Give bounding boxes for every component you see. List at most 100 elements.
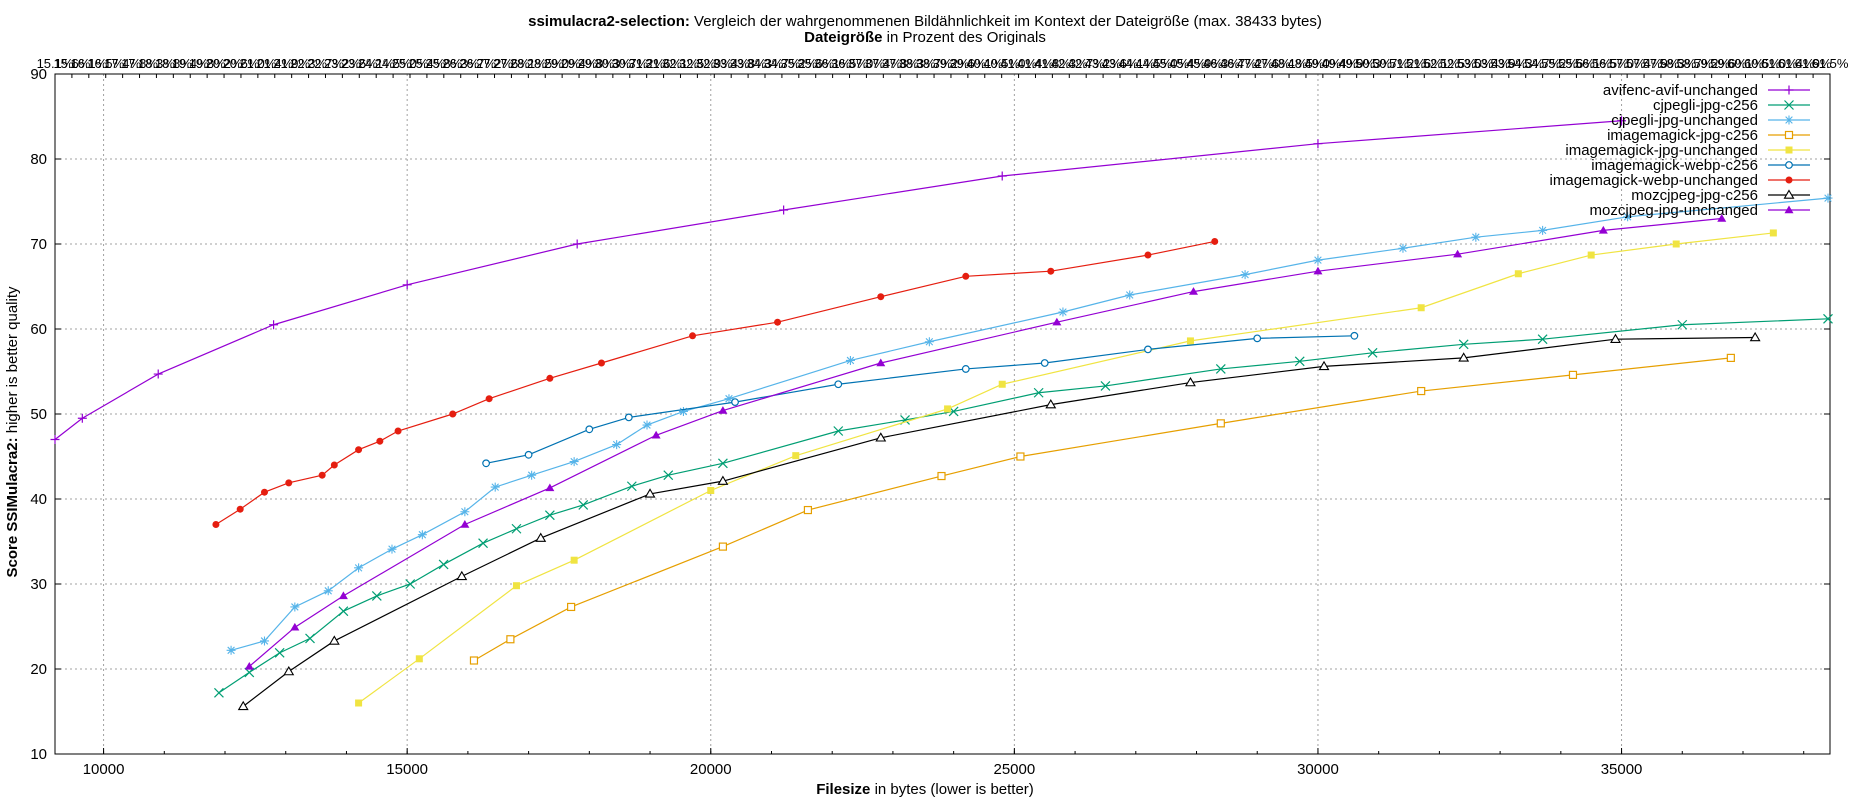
x2-tick-label: 51.6% xyxy=(1406,56,1443,71)
x2-tick-label: 16.1% xyxy=(70,56,107,71)
y-axis-label-rest: higher is better quality xyxy=(4,286,21,437)
data-point xyxy=(1785,161,1793,169)
legend-label: imagemagick-jpg-unchanged xyxy=(1565,142,1758,159)
legend-label: avifenc-avif-unchanged xyxy=(1603,82,1758,99)
data-point xyxy=(1188,287,1198,295)
series-line xyxy=(215,240,1215,526)
x-axis-label: Filesize in bytes (lower is better) xyxy=(816,781,1034,798)
series-avifenc-avif-unchanged xyxy=(50,116,1627,444)
x2-tick-label: 41.4% xyxy=(1017,56,1054,71)
x2-tick-label: 58.3% xyxy=(1659,56,1696,71)
data-point xyxy=(1514,270,1522,278)
x2-tick-label: 34.3% xyxy=(747,56,784,71)
data-point xyxy=(597,359,605,367)
data-point xyxy=(1417,304,1425,312)
x2-tick-label: 24.5% xyxy=(375,56,412,71)
data-point xyxy=(1144,345,1152,354)
x2-tick-label: 49.4% xyxy=(1321,56,1358,71)
series-mozcjpeg-jpg-unchanged xyxy=(244,214,1727,670)
data-point xyxy=(535,532,547,542)
data-point xyxy=(678,406,688,416)
x-tick-label: 15000 xyxy=(386,761,428,778)
legend: avifenc-avif-unchangedcjpegli-jpg-c256cj… xyxy=(1550,82,1810,219)
data-point xyxy=(490,482,500,492)
data-point xyxy=(962,272,970,280)
x2-tick-label: 52.5% xyxy=(1440,56,1477,71)
x2-tick-label: 57.4% xyxy=(1626,56,1663,71)
data-point xyxy=(1623,212,1633,222)
data-point xyxy=(417,530,427,540)
x2-tick-label: 44.5% xyxy=(1135,56,1172,71)
x2-tick-label: 42.3% xyxy=(1051,56,1088,71)
x2-tick-label: 53.0% xyxy=(1457,56,1494,71)
data-point xyxy=(1784,85,1794,95)
data-point xyxy=(1784,205,1794,214)
x-axis-label-rest: in bytes (lower is better) xyxy=(870,781,1033,798)
x2-tick-label: 59.6% xyxy=(1710,56,1747,71)
data-point xyxy=(1617,116,1627,126)
data-point xyxy=(283,665,295,676)
x2-tick-label: 54.7% xyxy=(1524,56,1561,71)
data-point xyxy=(274,647,285,658)
data-point xyxy=(1186,337,1194,345)
data-point xyxy=(1568,370,1578,379)
legend-label: mozcjpeg-jpg-c256 xyxy=(1631,187,1758,204)
x-tick-label: 10000 xyxy=(83,761,125,778)
data-point xyxy=(511,523,522,534)
data-point xyxy=(717,458,728,469)
x2-tick-label: 56.5% xyxy=(1592,56,1629,71)
x2-tick-label: 60.1% xyxy=(1727,56,1764,71)
data-point xyxy=(642,420,652,430)
data-point xyxy=(1052,317,1062,326)
data-point xyxy=(50,435,60,444)
x2-tick-label: 60.5% xyxy=(1744,56,1781,71)
data-point xyxy=(355,446,363,454)
x2-tick-label: 47.6% xyxy=(1254,56,1291,71)
x2-tick-label: 18.3% xyxy=(138,56,175,71)
data-point xyxy=(1033,387,1044,398)
x2-tick-label: 61.5% xyxy=(1812,56,1849,71)
legend-label: imagemagick-jpg-c256 xyxy=(1607,127,1758,144)
data-point xyxy=(1417,386,1426,396)
data-point xyxy=(998,380,1006,388)
x2-tick-label: 57.0% xyxy=(1609,56,1646,71)
x2-tick-label: 48.5% xyxy=(1288,56,1325,71)
x2-tick-label: 20.2% xyxy=(206,56,243,71)
data-point xyxy=(1823,313,1833,324)
x2-tick-label: 40.5% xyxy=(983,56,1020,71)
data-point xyxy=(877,293,885,301)
x2-tick-label: 25.0% xyxy=(392,56,429,71)
data-point xyxy=(1537,334,1548,345)
x-tick-label: 20000 xyxy=(690,761,732,778)
legend-label: mozcjpeg-jpg-unchanged xyxy=(1590,202,1758,219)
x2-tick-label: 43.2% xyxy=(1085,56,1122,71)
x2-tick-label: 45.9% xyxy=(1186,56,1223,71)
x2-tick-label: 20.6% xyxy=(223,56,260,71)
data-point xyxy=(961,365,970,373)
x2-tick-label: 31.6% xyxy=(645,56,682,71)
data-point xyxy=(731,398,739,407)
chart-title-bold: ssimulacra2-selection: xyxy=(528,13,690,30)
data-point xyxy=(875,432,887,442)
x2-tick-label: 49.9% xyxy=(1338,56,1375,71)
x2-tick-label: 28.1% xyxy=(510,56,547,71)
data-point xyxy=(394,427,402,435)
data-point xyxy=(323,586,333,596)
data-point xyxy=(572,239,582,249)
data-point xyxy=(1045,399,1057,409)
data-point xyxy=(237,700,249,711)
data-point xyxy=(354,563,364,573)
series-line xyxy=(358,232,1774,704)
data-point xyxy=(546,374,554,382)
y-tick-label: 30 xyxy=(30,576,47,593)
x2-tick-label: 36.5% xyxy=(831,56,868,71)
data-point xyxy=(569,457,579,467)
data-point xyxy=(626,481,637,492)
data-point xyxy=(792,452,800,460)
data-point xyxy=(415,655,423,663)
data-point xyxy=(570,556,578,564)
series-imagemagick-webp-c256 xyxy=(482,331,1359,468)
x2-tick-label: 16.5% xyxy=(87,56,124,71)
data-point xyxy=(1313,255,1323,265)
